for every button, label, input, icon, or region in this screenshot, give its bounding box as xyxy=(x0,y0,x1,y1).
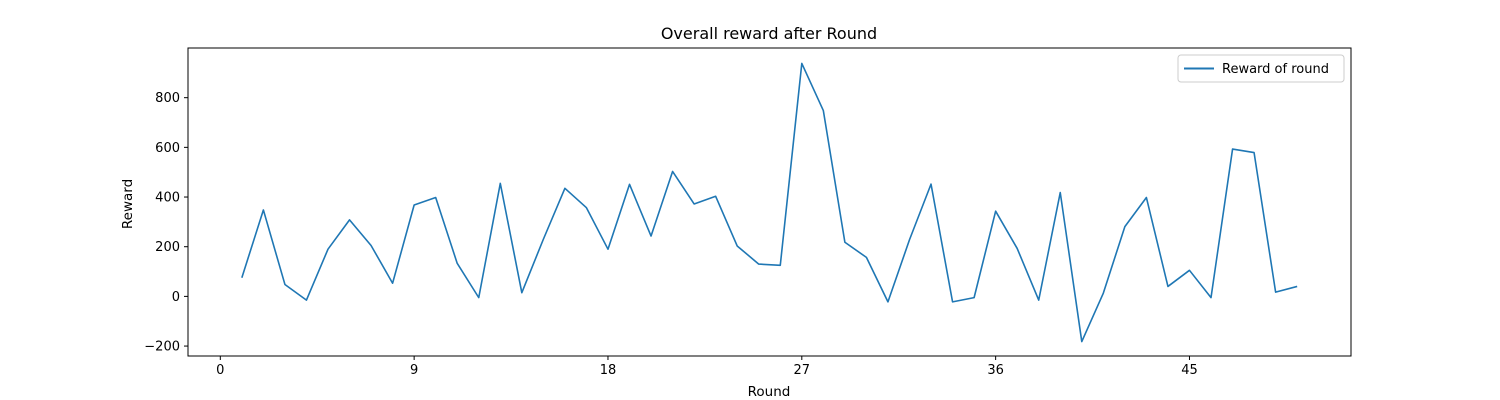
y-tick-label: 0 xyxy=(172,290,180,305)
data-point xyxy=(283,283,286,286)
data-point xyxy=(1145,196,1148,199)
data-point xyxy=(1080,340,1083,343)
data-point xyxy=(563,187,566,190)
data-point xyxy=(973,296,976,299)
data-point xyxy=(413,203,416,206)
y-tick-label: −200 xyxy=(144,340,180,355)
x-tick-label: 27 xyxy=(794,363,811,378)
y-axis-label: Reward xyxy=(120,179,136,229)
data-point xyxy=(736,244,739,247)
data-point xyxy=(1231,147,1234,150)
x-tick-label: 0 xyxy=(216,363,224,378)
x-tick-label: 9 xyxy=(410,363,418,378)
data-point xyxy=(714,195,717,198)
data-point xyxy=(542,238,545,241)
y-tick-label: 600 xyxy=(155,141,180,156)
data-point xyxy=(1037,299,1040,302)
data-point xyxy=(477,296,480,299)
data-point xyxy=(908,238,911,241)
y-tick-label: 400 xyxy=(155,191,180,206)
data-point xyxy=(1296,285,1299,288)
legend-box xyxy=(1177,54,1345,83)
data-point xyxy=(348,218,351,221)
data-point xyxy=(951,300,954,303)
x-axis-ticks: 0 9 18 27 36 45 xyxy=(216,356,1198,378)
y-axis-ticks: −200 0 200 400 600 800 xyxy=(144,91,188,355)
data-point xyxy=(929,183,932,186)
data-point xyxy=(1188,269,1191,272)
data-point xyxy=(994,210,997,213)
data-point xyxy=(1274,291,1277,294)
data-point xyxy=(456,262,459,265)
x-axis-label: Round xyxy=(748,384,791,400)
y-tick-label: 800 xyxy=(155,91,180,106)
data-point xyxy=(240,276,243,279)
legend: Reward of round xyxy=(1177,54,1345,83)
data-point xyxy=(693,202,696,205)
data-point xyxy=(865,256,868,259)
data-point xyxy=(1016,247,1019,250)
data-point xyxy=(520,291,523,294)
data-point xyxy=(1102,292,1105,295)
series-layer xyxy=(240,62,1299,343)
data-point xyxy=(628,183,631,186)
y-tick-label: 200 xyxy=(155,240,180,255)
x-tick-label: 18 xyxy=(600,363,617,378)
data-point xyxy=(886,300,889,303)
x-tick-label: 36 xyxy=(987,363,1004,378)
data-point xyxy=(757,263,760,266)
plot-frame xyxy=(187,47,1352,357)
data-point xyxy=(800,62,803,65)
data-point xyxy=(606,248,609,251)
data-point xyxy=(1059,191,1062,194)
data-point xyxy=(649,234,652,237)
legend-label: Reward of round xyxy=(1222,62,1329,77)
data-point xyxy=(843,241,846,244)
data-point xyxy=(1123,225,1126,228)
data-point xyxy=(391,282,394,285)
plot-area xyxy=(188,48,1351,356)
data-point xyxy=(779,264,782,267)
data-point xyxy=(1209,296,1212,299)
data-point xyxy=(822,109,825,112)
data-point xyxy=(671,170,674,173)
data-point xyxy=(1166,285,1169,288)
data-point xyxy=(434,196,437,199)
chart-title: Overall reward after Round xyxy=(661,24,877,43)
data-point xyxy=(1252,151,1255,154)
data-point xyxy=(585,206,588,209)
data-point xyxy=(262,208,265,211)
x-tick-label: 45 xyxy=(1181,363,1198,378)
data-point xyxy=(326,248,329,251)
data-point xyxy=(499,182,502,185)
series-line-0 xyxy=(241,62,1298,343)
data-point xyxy=(305,299,308,302)
data-point xyxy=(369,244,372,247)
